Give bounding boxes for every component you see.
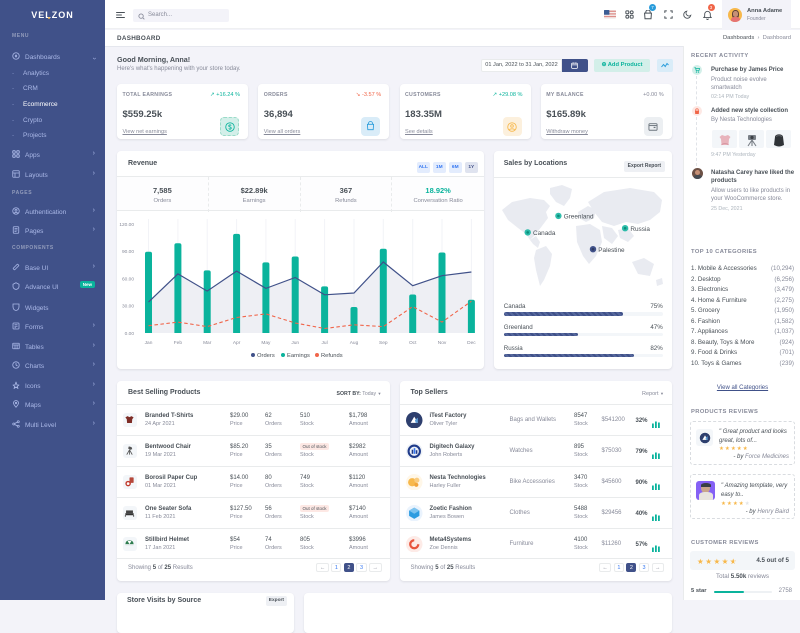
svg-text:Earnings: Earnings [287, 353, 310, 359]
svg-text:Russia: Russia [630, 226, 650, 233]
svg-text:Aug: Aug [350, 340, 359, 346]
svg-text:90.00: 90.00 [122, 249, 134, 255]
svg-text:0.00: 0.00 [125, 331, 135, 337]
svg-text:Jul: Jul [322, 340, 328, 346]
svg-text:Greenland: Greenland [563, 214, 593, 221]
svg-text:Dec: Dec [467, 340, 476, 346]
svg-text:Refunds: Refunds [321, 353, 343, 359]
svg-text:Jun: Jun [291, 340, 299, 346]
svg-text:Nov: Nov [438, 340, 447, 346]
svg-text:120.00: 120.00 [119, 222, 134, 228]
svg-text:May: May [261, 340, 271, 346]
svg-text:Jan: Jan [145, 340, 153, 346]
svg-text:60.00: 60.00 [122, 276, 134, 282]
svg-text:Canada: Canada [533, 230, 556, 237]
svg-text:Oct: Oct [409, 340, 417, 346]
svg-text:Palestine: Palestine [598, 247, 625, 254]
svg-text:30.00: 30.00 [122, 304, 134, 310]
svg-text:Orders: Orders [257, 353, 275, 359]
svg-text:Mar: Mar [203, 340, 212, 346]
svg-text:Apr: Apr [233, 340, 241, 346]
svg-text:Feb: Feb [174, 340, 183, 346]
svg-text:Sep: Sep [379, 340, 388, 346]
